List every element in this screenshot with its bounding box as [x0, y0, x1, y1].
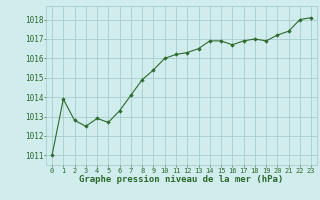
X-axis label: Graphe pression niveau de la mer (hPa): Graphe pression niveau de la mer (hPa) [79, 175, 284, 184]
